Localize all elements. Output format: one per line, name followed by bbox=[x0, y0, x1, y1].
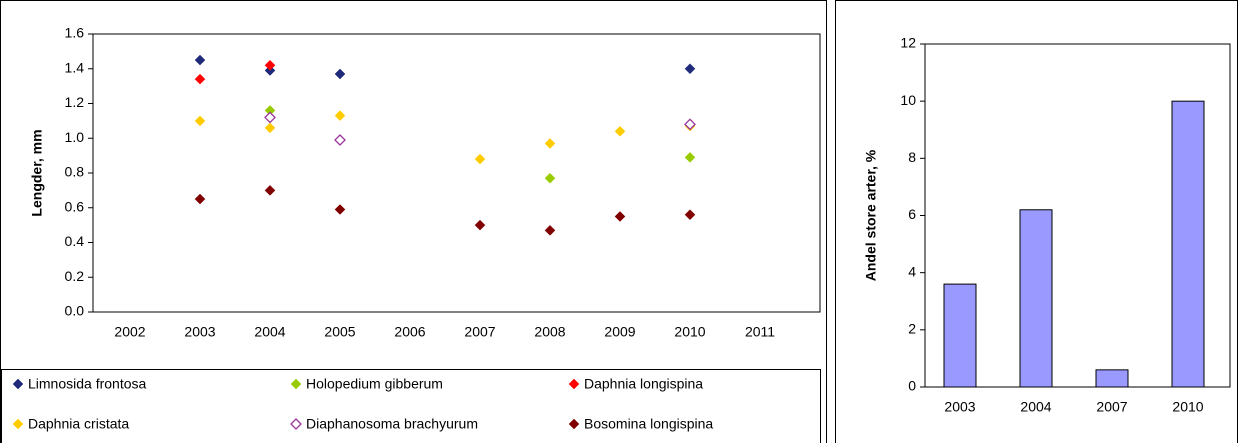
x-tick-label: 2007 bbox=[464, 324, 495, 340]
marker bbox=[544, 138, 556, 149]
legend-marker bbox=[12, 378, 24, 390]
marker bbox=[544, 172, 556, 184]
marker bbox=[684, 63, 696, 75]
x-tick-label: 2010 bbox=[1172, 399, 1203, 415]
left-frame bbox=[0, 0, 827, 448]
plot-area bbox=[92, 33, 821, 313]
x-tick-label: 2011 bbox=[745, 324, 775, 340]
marker bbox=[684, 118, 696, 131]
marker bbox=[334, 68, 346, 80]
marker bbox=[684, 209, 696, 221]
y-tick-label: 8 bbox=[908, 149, 916, 165]
x-tick-label: 2009 bbox=[604, 324, 635, 340]
legend-label: Daphnia longispina bbox=[584, 376, 703, 392]
legend-label: Diaphanosoma brachyurum bbox=[306, 416, 478, 432]
marker bbox=[614, 211, 626, 222]
marker bbox=[194, 193, 206, 205]
y-tick-label: 10 bbox=[900, 92, 916, 108]
marker bbox=[474, 153, 486, 165]
bar bbox=[1171, 100, 1205, 388]
legend-label: Holopedium gibberum bbox=[306, 376, 443, 392]
marker bbox=[334, 204, 346, 215]
marker bbox=[194, 54, 206, 66]
y-tick-label: 0.4 bbox=[65, 233, 85, 249]
y-tick-label: 1.2 bbox=[65, 94, 85, 110]
x-tick-label: 2002 bbox=[114, 324, 145, 340]
marker bbox=[264, 111, 276, 124]
marker bbox=[264, 122, 276, 134]
legend-marker bbox=[12, 418, 24, 430]
y-tick-label: 0.8 bbox=[65, 164, 85, 180]
y-tick-label: 0.2 bbox=[65, 268, 85, 284]
x-tick-label: 2010 bbox=[674, 324, 705, 340]
bar bbox=[1095, 369, 1129, 388]
marker bbox=[474, 219, 486, 231]
legend-marker bbox=[568, 378, 580, 390]
y-tick-label: 2 bbox=[908, 321, 916, 337]
legend-label: Daphnia cristata bbox=[28, 416, 129, 432]
legend-marker bbox=[568, 418, 580, 430]
x-tick-label: 2005 bbox=[324, 324, 355, 340]
marker bbox=[614, 125, 626, 137]
y-tick-label: 1.6 bbox=[65, 25, 85, 41]
x-tick-label: 2007 bbox=[1096, 399, 1127, 415]
x-tick-label: 2006 bbox=[394, 324, 425, 340]
y-tick-label: 4 bbox=[908, 263, 916, 279]
legend-label: Limnosida frontosa bbox=[28, 376, 147, 392]
x-tick-label: 2004 bbox=[1020, 399, 1051, 415]
marker bbox=[264, 59, 276, 71]
marker bbox=[544, 224, 556, 236]
x-tick-label: 2008 bbox=[534, 324, 565, 340]
bar bbox=[943, 283, 977, 388]
marker bbox=[264, 185, 276, 196]
y-tick-label: 0.0 bbox=[65, 303, 85, 319]
y-axis-label: Lengder, mm bbox=[29, 129, 45, 216]
marker bbox=[334, 134, 346, 146]
y-tick-label: 0.6 bbox=[65, 198, 85, 214]
y-tick-label: 12 bbox=[900, 35, 916, 51]
marker bbox=[194, 73, 206, 85]
x-tick-label: 2003 bbox=[184, 324, 215, 340]
marker bbox=[684, 152, 696, 163]
y-axis-label: Andel store arter, % bbox=[863, 149, 879, 281]
y-tick-label: 1.4 bbox=[65, 59, 85, 75]
legend-label: Bosomina longispina bbox=[584, 416, 713, 432]
x-tick-label: 2004 bbox=[254, 324, 285, 340]
legend-marker bbox=[290, 418, 302, 430]
x-tick-label: 2003 bbox=[944, 399, 975, 415]
y-tick-label: 1.0 bbox=[65, 129, 85, 145]
y-tick-label: 6 bbox=[908, 206, 916, 222]
marker bbox=[194, 115, 206, 127]
marker bbox=[334, 110, 346, 122]
bar bbox=[1019, 209, 1053, 388]
legend-frame bbox=[1, 369, 821, 448]
y-tick-label: 0 bbox=[908, 378, 916, 394]
legend-marker bbox=[290, 378, 302, 390]
